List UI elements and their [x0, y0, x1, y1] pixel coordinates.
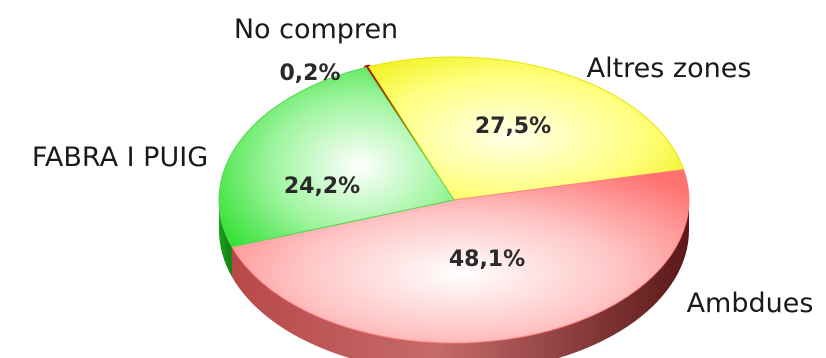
slice-ambdues-value-label: 48,1%: [449, 247, 525, 272]
slice-fabra-i-puig-value-label: 24,2%: [284, 174, 360, 199]
slice-fabra-i-puig-label: FABRA I PUIG: [32, 142, 208, 173]
slice-no-compren-label: No compren: [234, 14, 398, 45]
slice-fabra-i-puig-side: [219, 200, 232, 277]
slice-altres-zones: [368, 56, 685, 201]
slice-fabra-i-puig: [218, 66, 455, 248]
slice-altres-zones-value-label: 27,5%: [475, 114, 551, 139]
slice-ambdues-label: Ambdues: [687, 288, 814, 319]
slice-ambdues: [231, 169, 690, 344]
slice-altres-zones-label: Altres zones: [587, 53, 752, 84]
slice-no-compren-value-label: 0,2%: [279, 61, 340, 86]
